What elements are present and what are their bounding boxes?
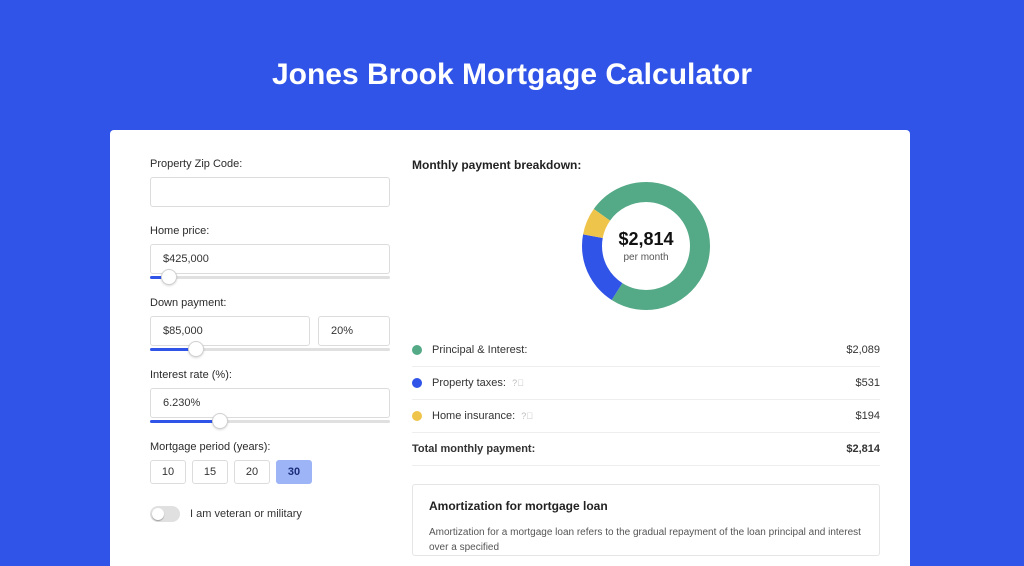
amortization-box: Amortization for mortgage loan Amortizat… (412, 484, 880, 556)
interest-rate-slider-thumb[interactable] (212, 413, 228, 429)
down-payment-input[interactable] (150, 316, 310, 346)
breakdown-line: Home insurance:?⃝$194 (412, 400, 880, 433)
breakdown-line-value: $2,089 (846, 344, 880, 356)
breakdown-line-label: Home insurance:?⃝ (432, 410, 856, 422)
breakdown-lines: Principal & Interest:$2,089Property taxe… (412, 334, 880, 433)
home-price-field: Home price: (150, 225, 390, 283)
veteran-toggle[interactable] (150, 506, 180, 522)
total-row: Total monthly payment: $2,814 (412, 433, 880, 466)
veteran-label: I am veteran or military (190, 508, 302, 520)
home-price-slider-thumb[interactable] (161, 269, 177, 285)
home-price-slider[interactable] (150, 273, 390, 283)
total-value: $2,814 (846, 443, 880, 455)
breakdown-line: Property taxes:?⃝$531 (412, 367, 880, 400)
interest-rate-slider[interactable] (150, 417, 390, 427)
period-btn-10[interactable]: 10 (150, 460, 186, 484)
page-title: Jones Brook Mortgage Calculator (0, 0, 1024, 122)
down-payment-label: Down payment: (150, 297, 390, 309)
amortization-title: Amortization for mortgage loan (429, 499, 863, 513)
period-btn-20[interactable]: 20 (234, 460, 270, 484)
home-price-input[interactable] (150, 244, 390, 274)
legend-dot (412, 378, 422, 388)
period-field: Mortgage period (years): 10152030 (150, 441, 390, 484)
breakdown-line-label: Property taxes:?⃝ (432, 377, 856, 389)
down-payment-slider[interactable] (150, 345, 390, 355)
down-payment-percent-input[interactable] (318, 316, 390, 346)
zip-field: Property Zip Code: (150, 158, 390, 207)
breakdown-line-label: Principal & Interest: (432, 344, 846, 356)
breakdown-title: Monthly payment breakdown: (412, 158, 880, 172)
help-icon[interactable]: ?⃝ (512, 377, 524, 389)
down-payment-slider-thumb[interactable] (188, 341, 204, 357)
breakdown-line: Principal & Interest:$2,089 (412, 334, 880, 367)
period-label: Mortgage period (years): (150, 441, 390, 453)
veteran-row: I am veteran or military (150, 506, 390, 522)
donut-chart-wrap: $2,814 per month (412, 182, 880, 310)
zip-input[interactable] (150, 177, 390, 207)
period-button-group: 10152030 (150, 460, 390, 484)
amortization-text: Amortization for a mortgage loan refers … (429, 525, 863, 555)
total-label: Total monthly payment: (412, 443, 846, 455)
interest-rate-input[interactable] (150, 388, 390, 418)
period-btn-30[interactable]: 30 (276, 460, 312, 484)
input-column: Property Zip Code: Home price: Down paym… (150, 158, 390, 556)
legend-dot (412, 345, 422, 355)
zip-label: Property Zip Code: (150, 158, 390, 170)
interest-rate-field: Interest rate (%): (150, 369, 390, 427)
help-icon[interactable]: ?⃝ (521, 410, 533, 422)
breakdown-line-value: $194 (856, 410, 880, 422)
period-btn-15[interactable]: 15 (192, 460, 228, 484)
donut-center-value: $2,814 (618, 229, 673, 250)
legend-dot (412, 411, 422, 421)
home-price-label: Home price: (150, 225, 390, 237)
breakdown-column: Monthly payment breakdown: $2,814 per mo… (412, 158, 880, 556)
interest-rate-label: Interest rate (%): (150, 369, 390, 381)
breakdown-line-value: $531 (856, 377, 880, 389)
calculator-card: Property Zip Code: Home price: Down paym… (110, 130, 910, 566)
donut-center-sub: per month (618, 252, 673, 263)
down-payment-field: Down payment: (150, 297, 390, 355)
